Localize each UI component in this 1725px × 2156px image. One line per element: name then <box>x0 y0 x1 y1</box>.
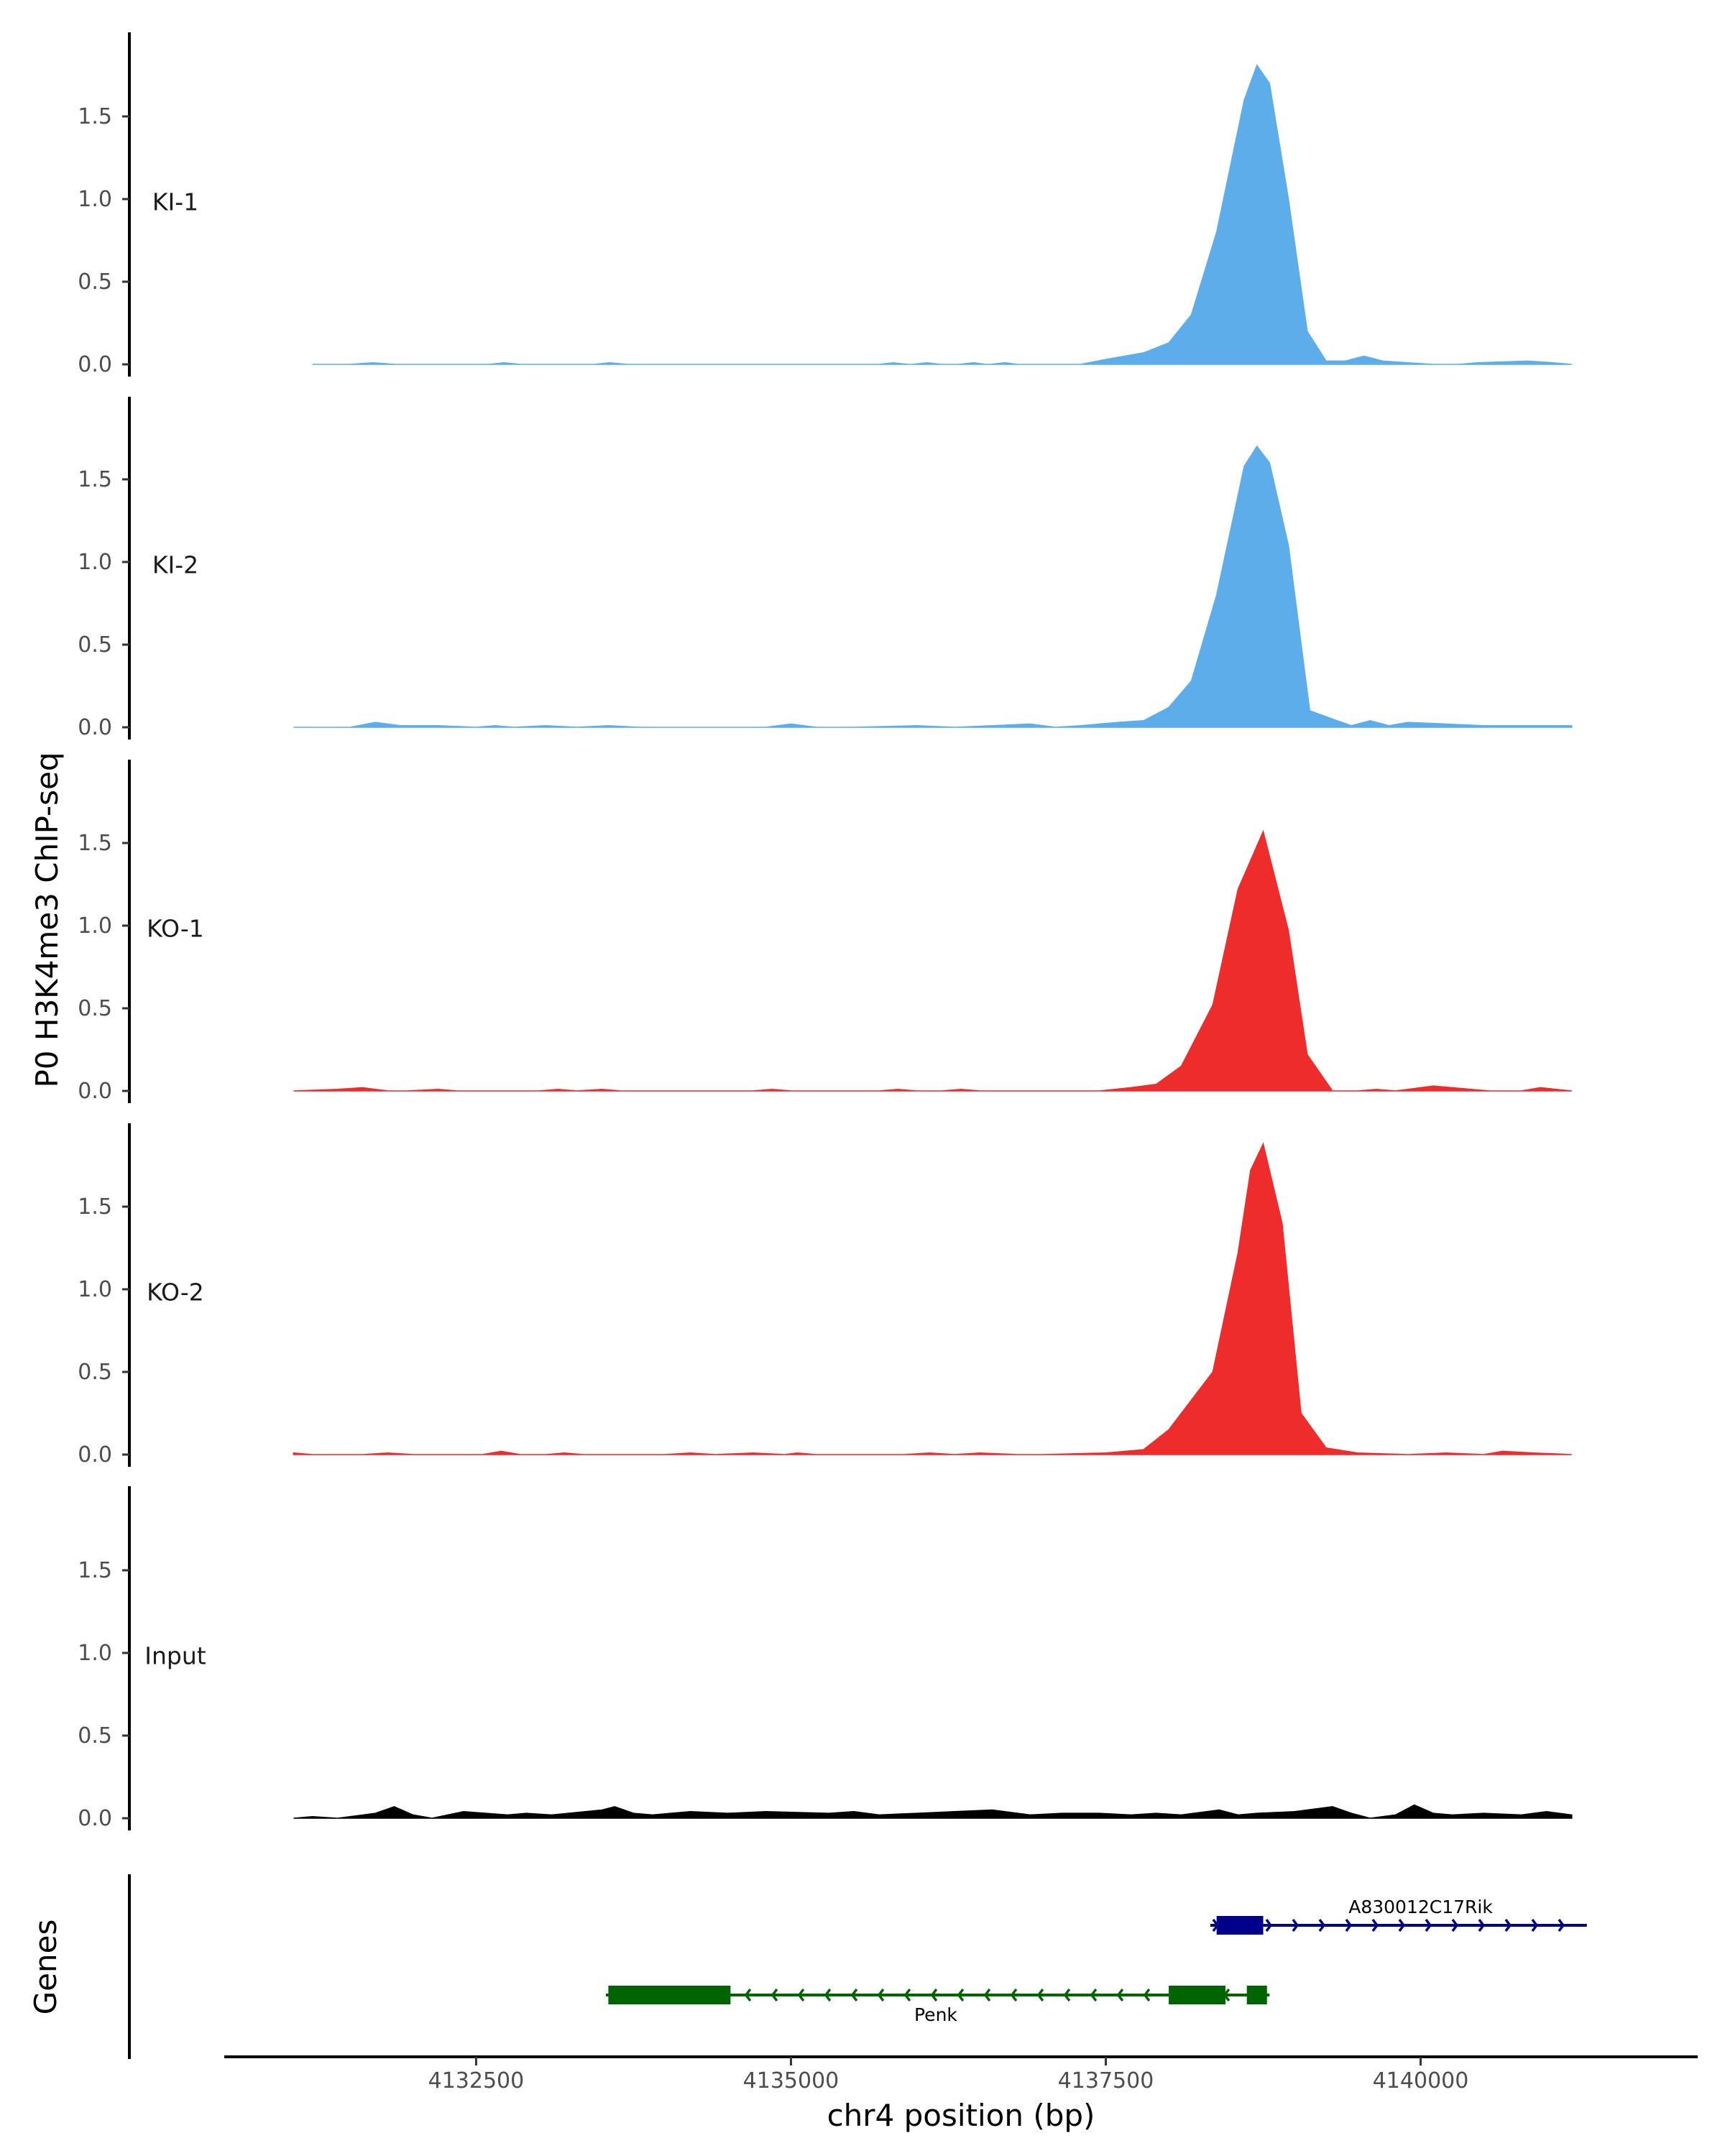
strand-arrow <box>877 1988 885 2002</box>
strand-arrow <box>1090 1988 1098 2002</box>
strand-arrow <box>1292 1918 1300 1932</box>
track-label: KI-1 <box>152 188 198 216</box>
x-axis: 4132500 4135000 4137500 4140000 chr4 positi… <box>224 2055 1698 2133</box>
coverage-tracks: 0.0 0.5 1.0 1.5 KI-1 0.0 0.5 1.0 1.5 KI-2 0.0 0.5 1.… <box>78 32 1573 1831</box>
y-tick-label: 0.0 <box>78 1442 112 1468</box>
track-panel-ko-2: 0.0 0.5 1.0 1.5 KO-2 <box>78 1123 1572 1468</box>
strand-arrow <box>1036 1988 1044 2002</box>
genes-axis-title: Genes <box>28 1920 63 2015</box>
x-axis-title: chr4 position (bp) <box>827 2098 1095 2133</box>
strand-arrow <box>1265 1918 1273 1932</box>
x-tick-label: 4137500 <box>1058 2068 1154 2093</box>
y-tick-label: 1.5 <box>78 104 112 129</box>
strand-arrow <box>1504 1918 1512 1932</box>
track-panel-input: 0.0 0.5 1.0 1.5 Input <box>78 1486 1573 1831</box>
strand-arrow <box>1558 1918 1565 1932</box>
gene-a830012c17rik: A830012C17Rik <box>1210 1897 1587 1935</box>
track-panel-ki-1: 0.0 0.5 1.0 1.5 KI-1 <box>78 32 1572 377</box>
x-tick-label: 4140000 <box>1373 2068 1469 2093</box>
y-tick-label: 1.5 <box>78 1558 112 1583</box>
strand-arrow <box>1531 1918 1539 1932</box>
y-tick-label: 1.5 <box>78 467 112 492</box>
y-tick-label: 0.0 <box>78 352 112 377</box>
gene-exon <box>1216 1916 1264 1935</box>
x-axis-ticks: 4132500 4135000 4137500 4140000 <box>428 2057 1469 2093</box>
coverage-area-ko-2 <box>293 1142 1572 1455</box>
y-tick-label: 1.0 <box>78 1277 112 1302</box>
strand-arrow <box>850 1988 858 2002</box>
y-tick-label: 0.5 <box>78 632 112 658</box>
y-tick-label: 0.0 <box>78 1079 112 1104</box>
y-tick-label: 0.5 <box>78 996 112 1021</box>
coverage-area-ko-1 <box>293 829 1572 1092</box>
track-panel-ko-1: 0.0 0.5 1.0 1.5 KO-1 <box>78 760 1572 1104</box>
strand-arrow <box>957 1988 965 2002</box>
strand-arrow <box>1451 1918 1459 1932</box>
gene-name-label: A830012C17Rik <box>1348 1897 1493 1917</box>
strand-arrow <box>1425 1918 1432 1932</box>
y-axis-title: P0 H3K4me3 ChIP-seq <box>29 752 65 1087</box>
y-tick-label: 0.5 <box>78 270 112 295</box>
y-tick-label: 1.0 <box>78 550 112 575</box>
y-tick-label: 0.5 <box>78 1360 112 1385</box>
y-tick-label: 1.5 <box>78 1194 112 1220</box>
coverage-area-ki-1 <box>312 64 1572 365</box>
strand-arrow <box>1063 1988 1071 2002</box>
coverage-area-input <box>293 1804 1573 1819</box>
track-label: KO-1 <box>147 915 204 943</box>
strand-arrow <box>1371 1918 1379 1932</box>
strand-arrow <box>824 1988 832 2002</box>
y-tick-label: 1.0 <box>78 1641 112 1666</box>
strand-arrow <box>1010 1988 1018 2002</box>
y-tick-label: 1.0 <box>78 913 112 939</box>
strand-arrow <box>930 1988 938 2002</box>
strand-arrow <box>1398 1918 1406 1932</box>
track-panel-ki-2: 0.0 0.5 1.0 1.5 KI-2 <box>78 397 1573 740</box>
y-tick-label: 0.0 <box>78 1806 112 1831</box>
gene-exon <box>1169 1986 1225 2004</box>
y-tick-label: 0.5 <box>78 1723 112 1749</box>
strand-arrow <box>1478 1918 1486 1932</box>
gene-exon <box>608 1986 731 2004</box>
x-tick-label: 4135000 <box>743 2068 840 2093</box>
coverage-area-ki-2 <box>293 445 1573 728</box>
y-tick-label: 0.0 <box>78 715 112 740</box>
strand-arrow <box>744 1988 752 2002</box>
track-label: KI-2 <box>152 551 198 579</box>
y-tick-label: 1.5 <box>78 831 112 856</box>
strand-arrow <box>770 1988 778 2002</box>
y-tick-label: 1.0 <box>78 187 112 212</box>
strand-arrow <box>1345 1918 1353 1932</box>
strand-arrow <box>903 1988 911 2002</box>
gene-name-label: Penk <box>914 2004 957 2025</box>
x-tick-label: 4132500 <box>428 2068 525 2093</box>
gene-penk: Penk <box>605 1986 1270 2025</box>
genes-panel: Genes A830012C17Rik Penk <box>28 1874 1587 2059</box>
gene-models: A830012C17Rik Penk <box>605 1897 1587 2025</box>
strand-arrow <box>1143 1988 1151 2002</box>
gene-exon <box>1246 1986 1267 2004</box>
strand-arrow <box>983 1988 991 2002</box>
track-label: KO-2 <box>147 1279 204 1307</box>
strand-arrow <box>797 1988 805 2002</box>
strand-arrow <box>1116 1988 1124 2002</box>
track-label: Input <box>144 1642 206 1670</box>
strand-arrow <box>1318 1918 1326 1932</box>
